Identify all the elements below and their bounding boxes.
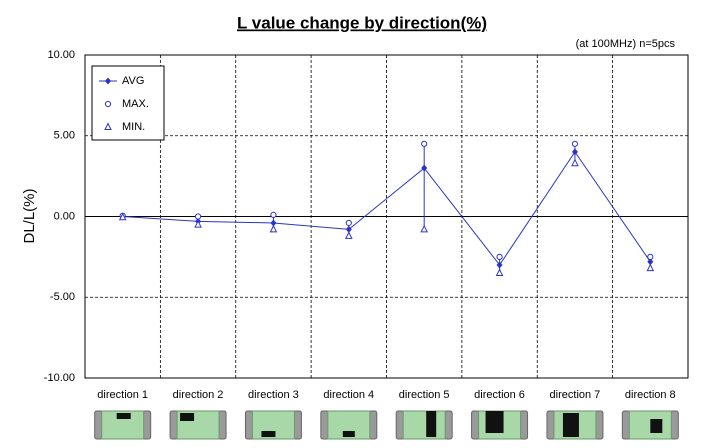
marker-avg: [270, 219, 277, 227]
avg-line: [122, 151, 651, 266]
x-tick-label: direction 6: [474, 389, 525, 401]
marker-avg: [105, 77, 111, 85]
marker-avg: [571, 148, 578, 156]
x-tick-label: direction 7: [550, 389, 601, 401]
chip-electrode: [650, 419, 663, 433]
marker-avg: [421, 164, 428, 172]
marker-min: [571, 158, 579, 167]
marker-max: [345, 219, 352, 227]
x-tick-label: direction 2: [173, 389, 224, 401]
legend: AVG MAX. MIN.: [91, 65, 165, 141]
marker-max: [270, 211, 277, 218]
legend-label: MAX.: [122, 98, 149, 110]
chip-electrode: [562, 413, 579, 437]
y-tick-label: 5.00: [54, 130, 75, 142]
marker-max: [421, 140, 428, 147]
x-tick-label: direction 5: [399, 389, 450, 401]
annotation: (at 100MHz) n=5pcs: [576, 38, 676, 50]
marker-avg: [647, 258, 654, 266]
y-tick-label: -5.00: [50, 291, 75, 303]
y-tick-label: 10.00: [47, 49, 75, 61]
chip-electrode: [485, 411, 504, 433]
marker-max: [647, 253, 654, 260]
marker-avg: [496, 261, 503, 269]
x-tick-label: direction 8: [625, 389, 676, 401]
component-icon: [621, 410, 679, 440]
marker-min: [104, 122, 112, 130]
component-icon: [395, 410, 453, 440]
legend-label: AVG: [122, 75, 144, 87]
chart-title: L value change by direction(%): [237, 13, 487, 32]
legend-label: MIN.: [122, 121, 145, 133]
marker-max: [496, 253, 503, 260]
legend-box: [91, 65, 165, 141]
y-tick-label: -10.00: [44, 372, 75, 384]
component-icon: [94, 410, 152, 440]
marker-min: [646, 263, 655, 272]
y-tick-label: 0.00: [54, 210, 75, 222]
chip-body: [402, 410, 446, 440]
marker-min: [194, 219, 202, 228]
component-icon: [244, 410, 302, 440]
marker-min: [420, 224, 428, 233]
x-tick-label: direction 1: [97, 389, 148, 401]
chip-electrode: [342, 431, 355, 437]
component-icon: [169, 410, 227, 440]
marker-min: [495, 268, 504, 277]
chip-electrode: [261, 431, 276, 437]
x-tick-label: direction 4: [323, 389, 374, 401]
marker-avg: [345, 225, 352, 233]
y-axis-label: DL/L(%): [21, 188, 38, 243]
marker-min: [118, 212, 127, 221]
x-tick-label: direction 3: [248, 389, 299, 401]
marker-max: [194, 213, 202, 220]
component-icon: [320, 410, 378, 440]
chip-electrode: [426, 411, 437, 437]
marker-min: [269, 224, 278, 233]
marker-max: [571, 140, 579, 147]
marker-max: [104, 100, 112, 108]
plot-frame: [84, 54, 689, 379]
component-icon: [546, 410, 604, 440]
marker-min: [345, 231, 353, 239]
component-icon: [471, 410, 529, 440]
chip-electrode: [116, 413, 131, 419]
chip-electrode: [180, 413, 195, 421]
